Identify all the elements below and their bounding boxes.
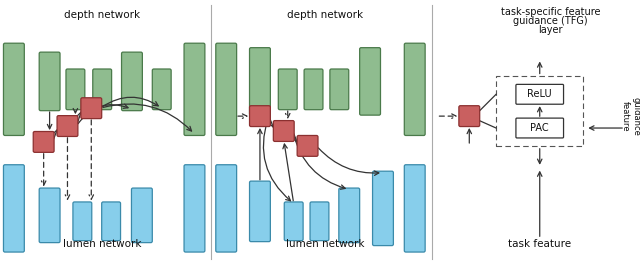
FancyBboxPatch shape (33, 131, 54, 152)
FancyBboxPatch shape (273, 121, 294, 142)
Text: ReLU: ReLU (527, 89, 552, 99)
Text: lumen network: lumen network (286, 239, 365, 249)
FancyBboxPatch shape (216, 43, 237, 135)
FancyBboxPatch shape (372, 171, 394, 246)
FancyBboxPatch shape (184, 165, 205, 252)
Text: layer: layer (538, 25, 563, 35)
FancyBboxPatch shape (93, 69, 111, 110)
Text: depth network: depth network (287, 10, 364, 20)
FancyBboxPatch shape (404, 43, 425, 135)
Text: depth network: depth network (64, 10, 140, 20)
FancyBboxPatch shape (73, 202, 92, 241)
FancyBboxPatch shape (102, 202, 120, 241)
FancyBboxPatch shape (81, 98, 102, 119)
FancyBboxPatch shape (330, 69, 349, 110)
FancyBboxPatch shape (3, 43, 24, 135)
Text: guidance (TFG): guidance (TFG) (513, 16, 588, 26)
Text: task-specific feature: task-specific feature (501, 7, 600, 17)
FancyBboxPatch shape (122, 52, 142, 111)
FancyBboxPatch shape (152, 69, 171, 110)
FancyBboxPatch shape (516, 84, 564, 104)
FancyBboxPatch shape (66, 69, 85, 110)
FancyBboxPatch shape (39, 52, 60, 111)
FancyBboxPatch shape (184, 43, 205, 135)
FancyBboxPatch shape (339, 188, 360, 243)
FancyBboxPatch shape (250, 106, 270, 126)
FancyBboxPatch shape (459, 106, 480, 126)
FancyBboxPatch shape (278, 69, 297, 110)
Text: lumen network: lumen network (63, 239, 141, 249)
FancyBboxPatch shape (57, 116, 78, 136)
FancyBboxPatch shape (297, 135, 318, 156)
Text: task feature: task feature (508, 239, 572, 249)
FancyBboxPatch shape (304, 69, 323, 110)
Text: guidance
feature: guidance feature (621, 97, 640, 135)
FancyBboxPatch shape (250, 48, 270, 115)
FancyBboxPatch shape (284, 202, 303, 241)
FancyBboxPatch shape (39, 188, 60, 243)
FancyBboxPatch shape (516, 118, 564, 138)
FancyBboxPatch shape (360, 48, 381, 115)
FancyBboxPatch shape (310, 202, 329, 241)
Text: PAC: PAC (531, 123, 549, 133)
FancyBboxPatch shape (216, 165, 237, 252)
FancyBboxPatch shape (404, 165, 425, 252)
FancyBboxPatch shape (250, 181, 270, 242)
FancyBboxPatch shape (131, 188, 152, 243)
FancyBboxPatch shape (3, 165, 24, 252)
